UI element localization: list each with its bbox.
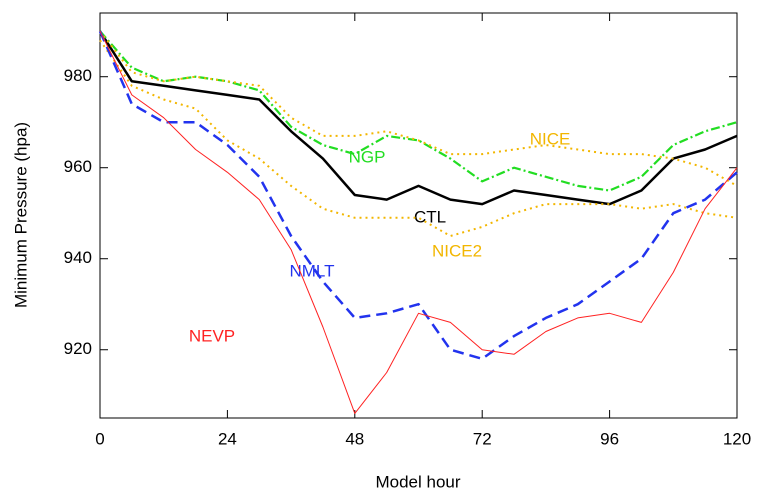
series-line	[98, 30, 738, 206]
y-tick-label: 940	[64, 248, 92, 267]
series-label: NICE	[530, 129, 571, 148]
y-tick-label: 960	[64, 157, 92, 176]
x-tick-label: 0	[95, 429, 104, 448]
x-tick-label: 96	[600, 429, 619, 448]
series-line	[99, 30, 738, 192]
series-line	[98, 30, 738, 361]
x-tick-label: 48	[345, 429, 364, 448]
x-tick-label: 72	[473, 429, 492, 448]
plot-frame	[99, 12, 738, 419]
series-label: NICE2	[432, 241, 482, 260]
series-line	[99, 39, 738, 237]
series-label: CTL	[414, 207, 446, 226]
x-tick-label: 120	[723, 429, 751, 448]
series-label: NGP	[349, 147, 386, 166]
series-label: NMLT	[289, 261, 334, 280]
series-line	[99, 30, 738, 187]
x-tick-label: 24	[218, 429, 237, 448]
y-tick-label: 980	[64, 66, 92, 85]
y-tick-label: 920	[64, 339, 92, 358]
x-axis-title: Model hour	[375, 472, 460, 491]
series-line	[99, 30, 738, 414]
y-axis-title: Minimum Pressure (hpa)	[11, 122, 30, 308]
series-label: NEVP	[189, 326, 235, 345]
